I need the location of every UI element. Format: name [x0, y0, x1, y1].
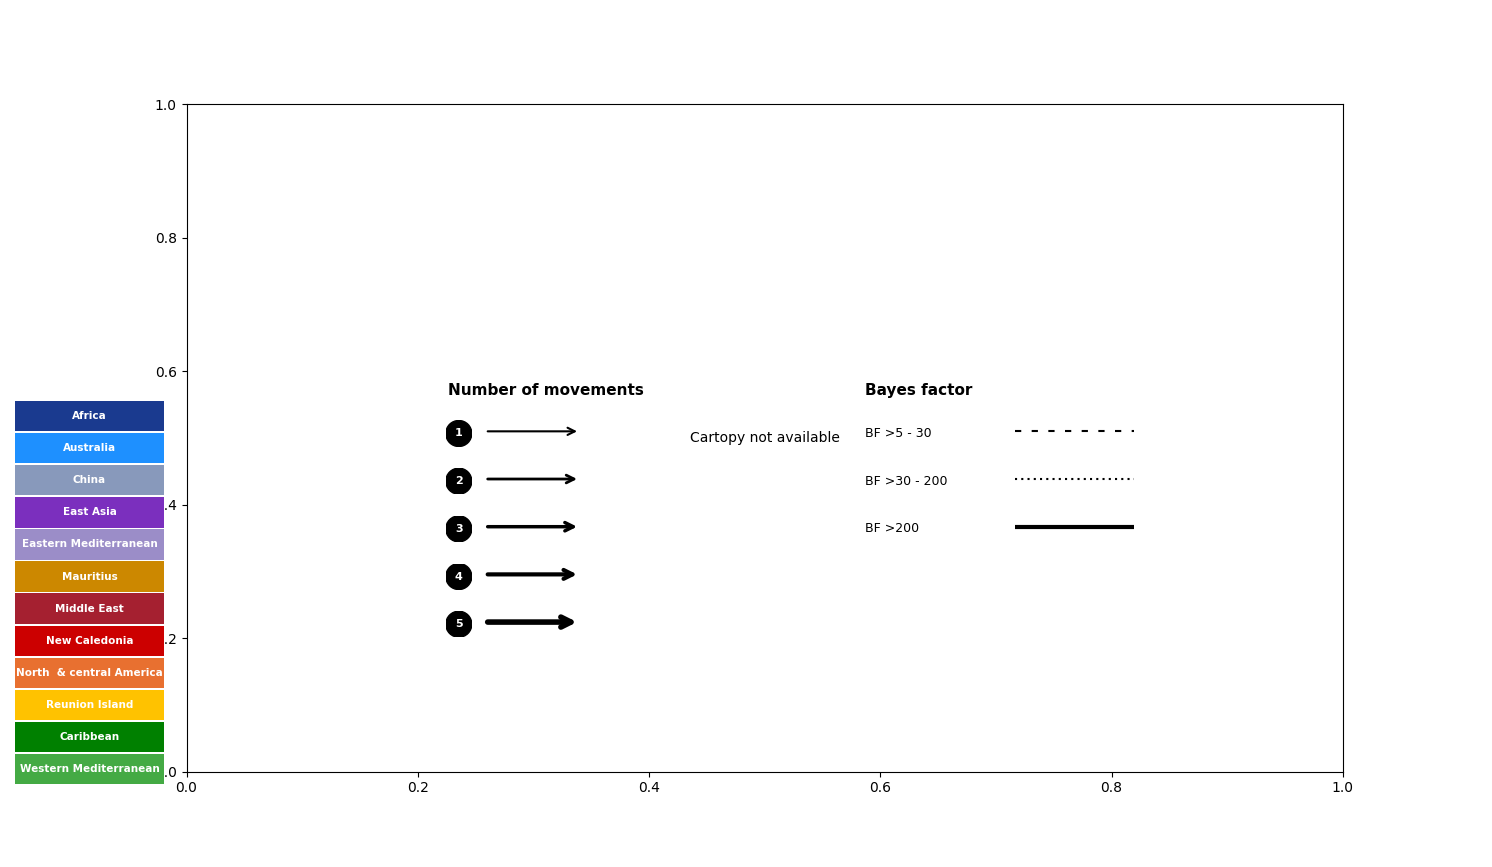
- Text: 4: 4: [455, 571, 463, 582]
- Circle shape: [446, 516, 471, 542]
- Text: Australia: Australia: [63, 443, 116, 453]
- Circle shape: [446, 420, 471, 447]
- Text: Middle East: Middle East: [55, 603, 124, 614]
- Text: New Caledonia: New Caledonia: [46, 636, 133, 646]
- Text: BF >30 - 200: BF >30 - 200: [865, 475, 947, 487]
- Text: 1: 1: [455, 428, 463, 439]
- Circle shape: [446, 611, 471, 637]
- Text: Caribbean: Caribbean: [60, 732, 119, 742]
- Circle shape: [446, 468, 471, 494]
- Text: 2: 2: [455, 476, 463, 486]
- Text: Cartopy not available: Cartopy not available: [689, 431, 840, 445]
- Text: China: China: [73, 475, 106, 486]
- Text: Bayes factor: Bayes factor: [865, 382, 973, 398]
- Circle shape: [446, 564, 471, 590]
- Text: Reunion Island: Reunion Island: [46, 700, 133, 710]
- Text: BF >5 - 30: BF >5 - 30: [865, 427, 932, 440]
- Text: Mauritius: Mauritius: [61, 571, 118, 582]
- Text: East Asia: East Asia: [63, 507, 116, 518]
- Text: Eastern Mediterranean: Eastern Mediterranean: [22, 539, 157, 550]
- Text: Western Mediterranean: Western Mediterranean: [19, 764, 160, 774]
- Text: 5: 5: [455, 619, 463, 629]
- Text: BF >200: BF >200: [865, 523, 919, 535]
- Text: Africa: Africa: [72, 411, 107, 421]
- Text: Number of movements: Number of movements: [448, 382, 643, 398]
- Text: 3: 3: [455, 524, 463, 534]
- Text: North  & central America: North & central America: [16, 668, 163, 678]
